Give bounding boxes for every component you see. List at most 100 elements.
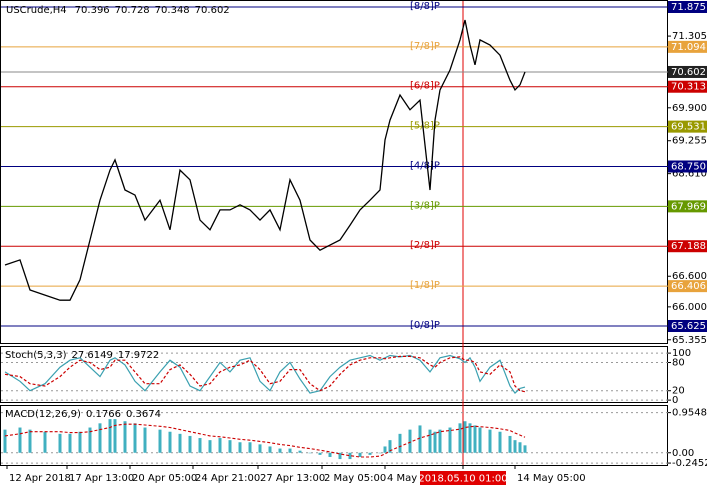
- price-line: [4, 19, 526, 301]
- histogram-bar: [338, 452, 342, 460]
- murrey-label: [5/8]P: [410, 121, 440, 132]
- murrey-label: [3/8]P: [410, 200, 440, 211]
- y-tick-label: 69.255: [672, 136, 707, 147]
- histogram-bar: [228, 440, 232, 453]
- x-tick-label: 20 Apr 05:00: [132, 473, 197, 484]
- indicator-line: [4, 355, 526, 393]
- histogram-bar: [298, 450, 302, 453]
- y-tick-label: 80: [672, 358, 685, 369]
- histogram-bar: [308, 452, 312, 454]
- x-tick-label: 27 Apr 13:00: [260, 473, 325, 484]
- histogram-bar: [238, 442, 242, 453]
- level-box: [668, 40, 707, 53]
- histogram-bar: [178, 433, 182, 453]
- main-panel: [0, 0, 668, 344]
- histogram-bar: [198, 438, 202, 453]
- macd-header: MACD(12,26,9) 0.1766 0.3674: [5, 409, 161, 420]
- histogram-bar: [498, 431, 502, 453]
- histogram-bar: [468, 423, 472, 453]
- x-tick-label: 2018.05.10 01:00: [418, 474, 507, 485]
- y-tick-label: 66.600: [672, 271, 707, 282]
- level-box: [668, 320, 707, 333]
- level-box-label: 69.531: [671, 122, 706, 133]
- histogram-bar: [288, 448, 292, 453]
- histogram-bar: [78, 431, 82, 453]
- histogram-bar: [168, 431, 172, 453]
- histogram-bar: [158, 429, 162, 453]
- histogram-bar: [268, 446, 272, 453]
- histogram-bar: [418, 425, 422, 453]
- x-tick-label: 12 Apr 2018: [9, 473, 71, 484]
- histogram-bar: [518, 442, 522, 453]
- murrey-label: [6/8]P: [410, 81, 440, 92]
- y-tick-label: 0.00: [672, 448, 694, 459]
- indicator-line: [4, 354, 526, 395]
- histogram-bar: [348, 452, 352, 460]
- histogram-bar: [18, 427, 22, 453]
- y-tick-label: -0.2452: [672, 458, 707, 469]
- histogram-bar: [328, 452, 332, 457]
- histogram-bar: [378, 452, 382, 454]
- histogram-bar: [368, 452, 372, 455]
- stoch-header: Stoch(5,3,3) 27.6149 17.9722: [5, 350, 159, 361]
- histogram-bar: [88, 427, 92, 453]
- x-tick-label: 4 May 21:00: [387, 473, 449, 484]
- y-tick-label: 66.000: [672, 302, 707, 313]
- murrey-label: [7/8]P: [410, 41, 440, 52]
- stoch-signal: 17.9722: [118, 350, 159, 361]
- histogram-bar: [108, 419, 112, 453]
- histogram-bar: [448, 427, 452, 453]
- histogram-bar: [278, 448, 282, 453]
- level-box-label: 71.094: [671, 42, 706, 53]
- level-box-label: 67.188: [671, 241, 706, 252]
- histogram-bar: [513, 440, 517, 453]
- last-price-label: 70.602: [671, 67, 706, 78]
- histogram-bar: [488, 429, 492, 453]
- signal-line: [4, 423, 526, 458]
- symbol: USCrude,H4: [6, 5, 67, 16]
- macd-main: 0.1766: [86, 409, 121, 420]
- level-box: [668, 120, 707, 133]
- level-box-label: 68.750: [671, 161, 706, 172]
- high: 70.728: [115, 5, 150, 16]
- close: 70.602: [195, 5, 230, 16]
- level-box: [668, 200, 707, 213]
- macd-panel: [0, 405, 668, 466]
- murrey-label: [8/8]P: [410, 1, 440, 12]
- murrey-label: [1/8]P: [410, 280, 440, 291]
- histogram-bar: [478, 427, 482, 453]
- histogram-bar: [218, 438, 222, 453]
- histogram-bar: [58, 433, 62, 453]
- histogram-bar: [188, 435, 192, 453]
- level-box-label: 66.406: [671, 281, 706, 292]
- chart-header: USCrude,H4 70.396 70.728 70.348 70.602: [6, 5, 230, 16]
- level-box-label: 71.875: [671, 2, 706, 13]
- histogram-bar: [123, 421, 127, 453]
- y-tick-label: 0.9548: [672, 408, 707, 419]
- histogram-bar: [318, 452, 322, 455]
- histogram-bar: [3, 429, 7, 453]
- level-box-label: 70.313: [671, 82, 706, 93]
- x-tick-label: 2 May 05:00: [324, 473, 386, 484]
- histogram-bar: [523, 445, 527, 453]
- histogram-bar: [68, 433, 72, 453]
- level-box: [668, 240, 707, 253]
- histogram-bar: [258, 444, 262, 453]
- histogram-bar: [398, 433, 402, 453]
- histogram-bar: [473, 425, 477, 453]
- murrey-label: [4/8]P: [410, 160, 440, 171]
- stoch-title: Stoch(5,3,3): [5, 350, 67, 361]
- histogram-bar: [463, 421, 467, 453]
- stoch-panel: [0, 346, 668, 403]
- histogram-bar: [388, 440, 392, 453]
- histogram-bar: [383, 446, 387, 453]
- y-tick-label: 71.305: [672, 31, 707, 42]
- level-box-label: 67.969: [671, 201, 706, 212]
- histogram-bar: [433, 431, 437, 453]
- level-box: [668, 280, 707, 293]
- histogram-bar: [458, 423, 462, 453]
- y-tick-label: 0: [672, 395, 678, 406]
- x-tick-label: 17 Apr 13:00: [69, 473, 134, 484]
- y-tick-label: 68.610: [672, 169, 707, 180]
- histogram-bar: [508, 435, 512, 453]
